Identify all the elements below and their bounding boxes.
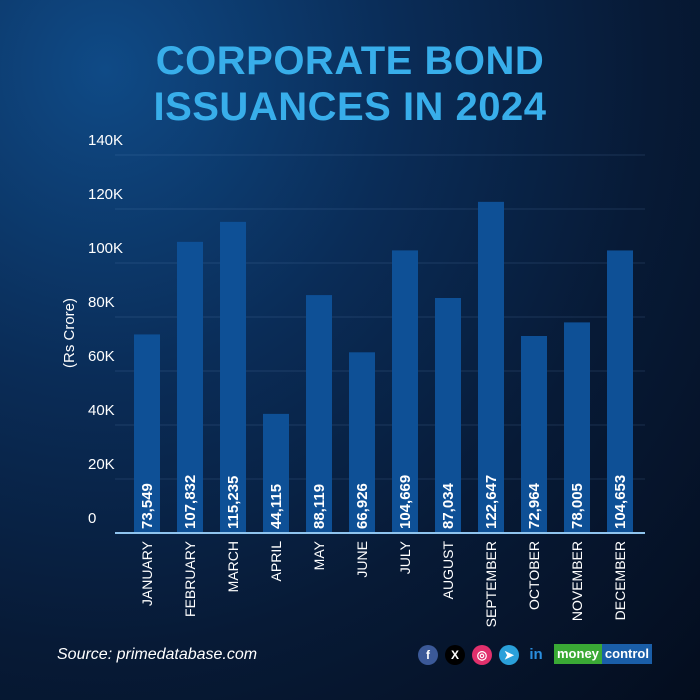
- data-label: 78,005: [569, 483, 586, 529]
- x-tick-label: APRIL: [268, 541, 284, 582]
- bar: [349, 352, 375, 533]
- bar: [392, 250, 418, 533]
- data-label: 122,647: [483, 475, 500, 529]
- title-line-2: ISSUANCES IN 2024: [153, 85, 547, 129]
- x-tick-label: SEPTEMBER: [483, 541, 499, 627]
- instagram-icon[interactable]: ◎: [472, 645, 492, 665]
- facebook-icon[interactable]: f: [418, 645, 438, 665]
- data-label: 104,653: [612, 475, 629, 529]
- data-label: 44,115: [268, 484, 285, 529]
- bar: [220, 221, 246, 534]
- y-tick-label: 80K: [88, 294, 115, 311]
- title-line-1: CORPORATE BOND: [155, 39, 545, 83]
- x-tick-label: JULY: [397, 540, 413, 574]
- x-tick-label: DECEMBER: [612, 541, 628, 620]
- telegram-icon[interactable]: ➤: [499, 645, 519, 665]
- x-tick-label: MAY: [311, 540, 327, 570]
- logo-part-1: money: [554, 644, 602, 664]
- x-icon[interactable]: X: [445, 645, 465, 665]
- moneycontrol-logo: money control: [554, 644, 652, 664]
- x-tick-label: JANUARY: [139, 540, 155, 606]
- y-tick-label: 120K: [88, 186, 123, 203]
- y-tick-label: 140K: [88, 132, 123, 149]
- bar: [306, 295, 332, 533]
- source-text: Source: primedatabase.com: [57, 646, 258, 663]
- y-tick-label: 0: [88, 510, 96, 527]
- bar: [263, 413, 289, 533]
- data-label: 104,669: [397, 475, 414, 529]
- y-tick-label: 100K: [88, 240, 123, 257]
- logo-part-2: control: [601, 644, 652, 664]
- bar: [521, 335, 547, 533]
- bar: [564, 322, 590, 533]
- x-tick-label: MARCH: [225, 541, 241, 592]
- bar: [435, 298, 461, 533]
- bar: [478, 201, 504, 534]
- data-label: 88,119: [311, 484, 328, 529]
- data-label: 73,549: [139, 483, 156, 529]
- bar: [607, 250, 633, 534]
- x-tick-label: AUGUST: [440, 541, 456, 600]
- y-tick-label: 60K: [88, 348, 115, 365]
- x-tick-label: FEBRUARY: [182, 540, 198, 617]
- y-tick-label: 20K: [88, 456, 115, 473]
- bar: [177, 241, 203, 533]
- y-axis-label: (Rs Crore): [61, 298, 78, 368]
- x-tick-label: NOVEMBER: [569, 541, 585, 621]
- linkedin-icon[interactable]: in: [529, 646, 543, 663]
- data-label: 87,034: [440, 482, 457, 529]
- y-tick-label: 40K: [88, 402, 115, 419]
- data-label: 66,926: [354, 483, 371, 529]
- x-tick-label: OCTOBER: [526, 541, 542, 610]
- data-label: 107,832: [182, 475, 199, 529]
- chart-title: CORPORATE BOND ISSUANCES IN 2024: [0, 38, 700, 130]
- bar: [134, 334, 160, 533]
- data-label: 72,964: [526, 482, 543, 529]
- x-tick-label: JUNE: [354, 541, 370, 578]
- data-label: 115,235: [225, 476, 242, 529]
